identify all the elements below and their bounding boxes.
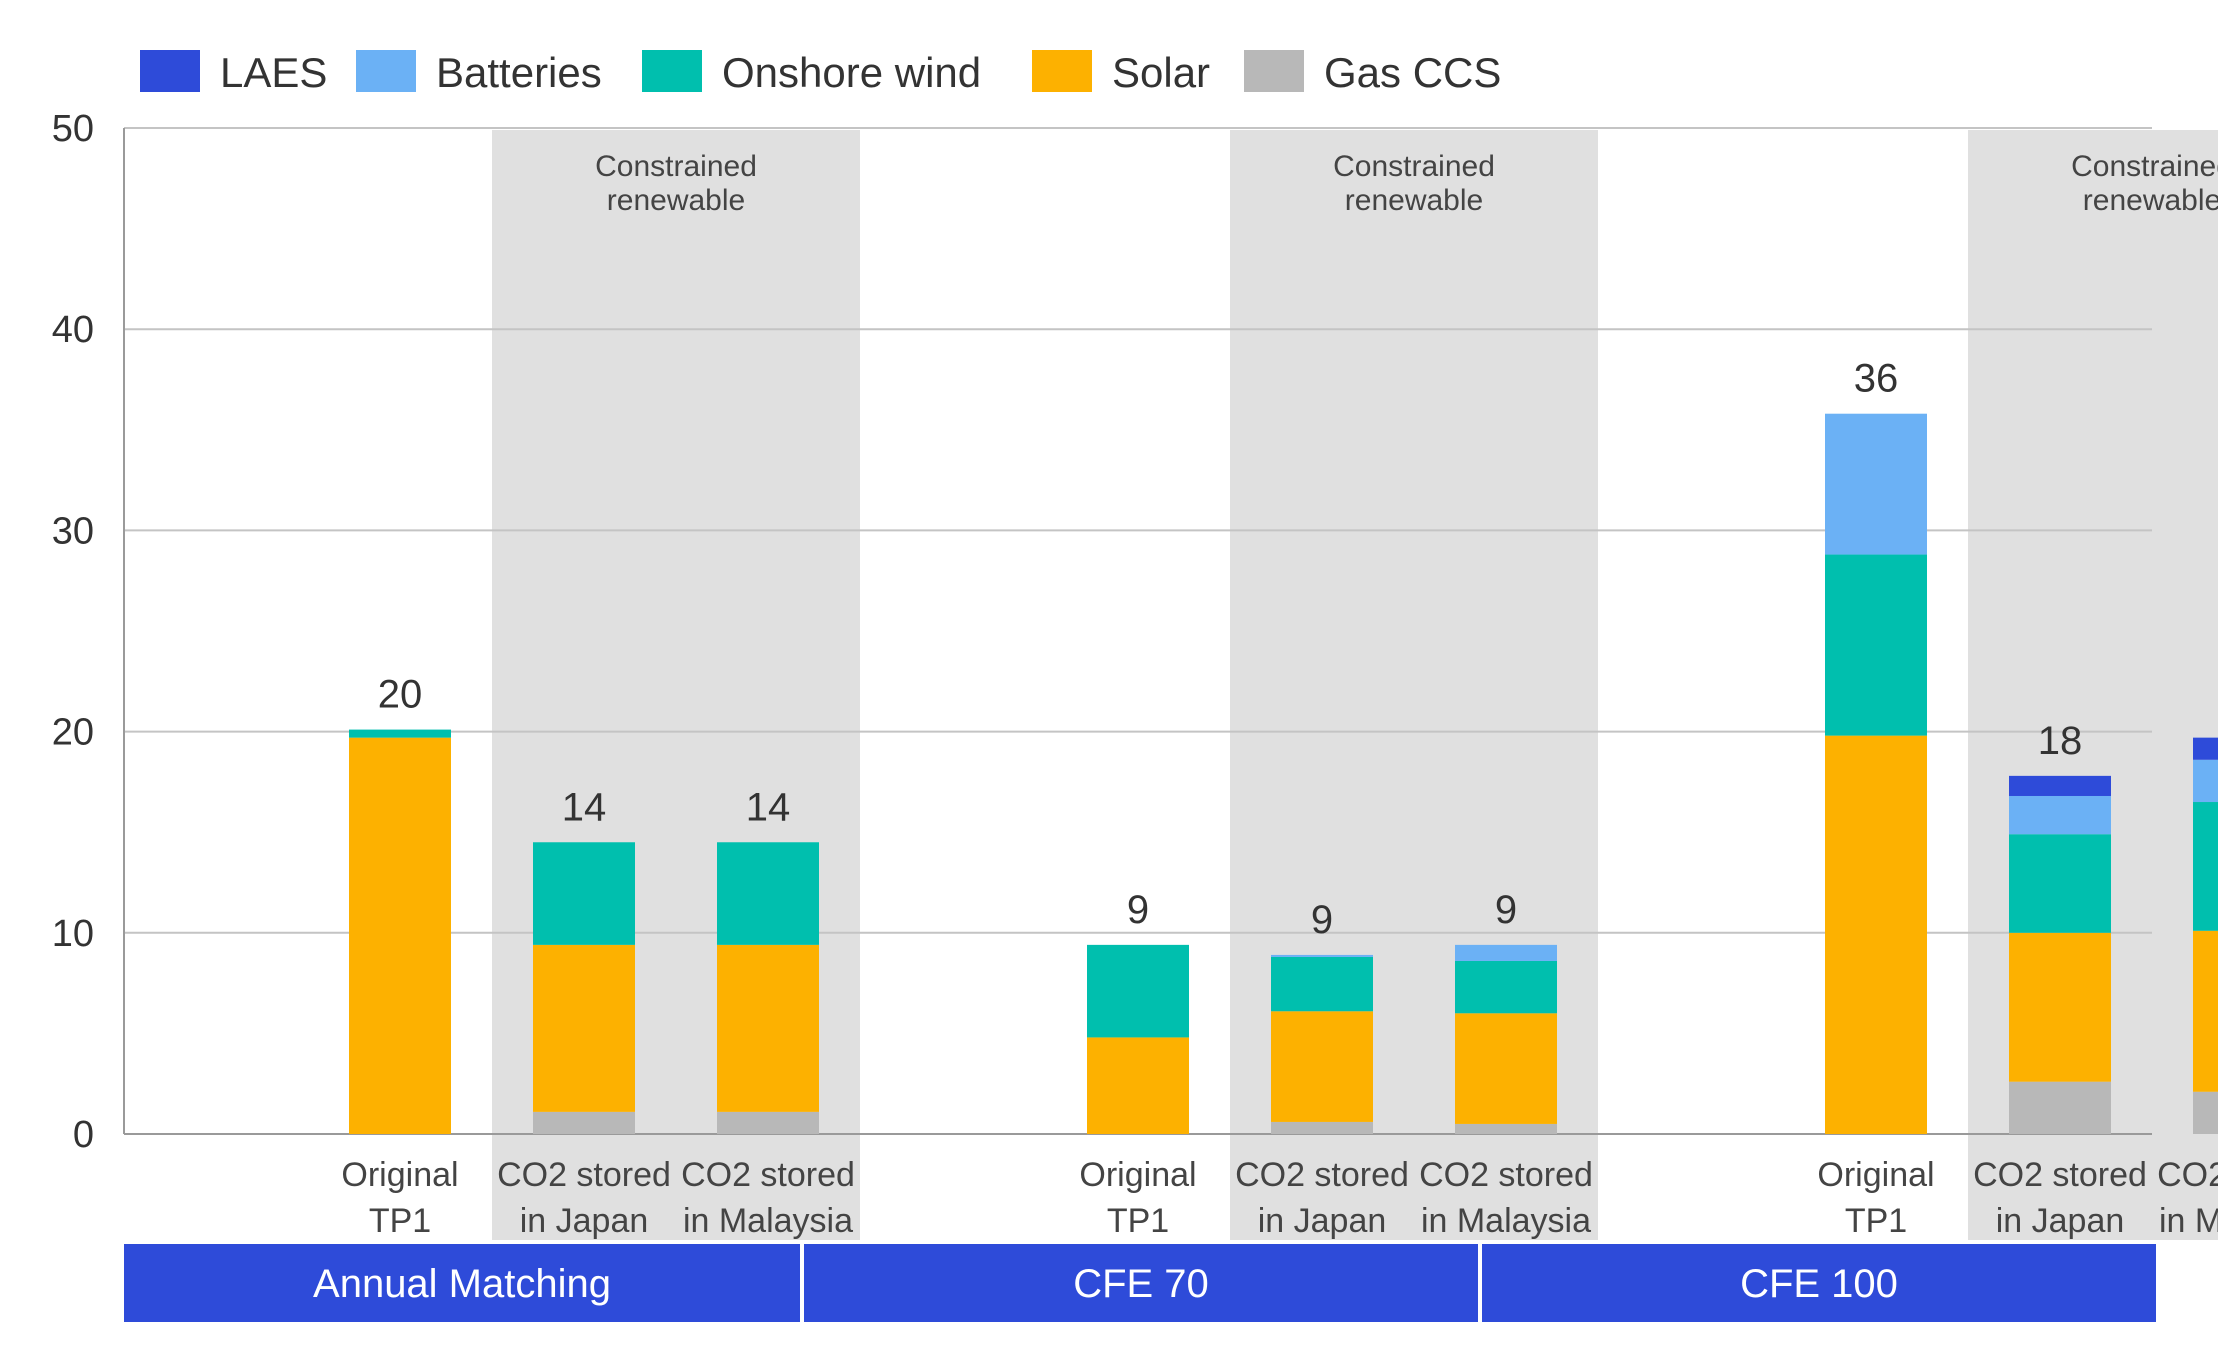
y-tick-label-40: 40 [52, 309, 94, 351]
category-label-line1-g1-b1: CO2 stored [1235, 1156, 1409, 1194]
bar-segment-solar-g0-b2 [717, 944, 819, 1112]
y-tick-label-50: 50 [52, 108, 94, 150]
bar-total-label-g2-b0: 36 [1854, 357, 1899, 401]
y-tick-label-30: 30 [52, 510, 94, 552]
group-bar-0 [124, 1244, 800, 1322]
shaded-label-line2-1: renewable [1345, 184, 1483, 217]
bar-total-label-g0-b0: 20 [378, 673, 423, 717]
category-label-line2-g0-b2: in Malaysia [683, 1202, 853, 1240]
bar-segment-gas-ccs-g1-b2 [1455, 1123, 1557, 1134]
bar-segment-onshore-wind-g2-b2 [2193, 802, 2218, 931]
category-label-line2-g1-b2: in Malaysia [1421, 1202, 1591, 1240]
bar-segment-laes-g2-b2 [2193, 737, 2218, 760]
category-label-line1-g2-b0: Original [1817, 1156, 1934, 1194]
legend-label-batteries: Batteries [436, 49, 602, 96]
shaded-label-line2-0: renewable [607, 184, 745, 217]
category-label-line2-g0-b0: TP1 [369, 1202, 431, 1240]
legend-label-laes: LAES [220, 49, 327, 96]
legend-label-solar: Solar [1112, 49, 1210, 96]
y-tick-label-10: 10 [52, 913, 94, 955]
category-label-line2-g1-b1: in Japan [1258, 1202, 1387, 1240]
bar-segment-solar-g2-b1 [2009, 932, 2111, 1082]
shaded-label-line1-1: Constrained [1333, 150, 1495, 183]
bar-segment-onshore-wind-g2-b0 [1825, 554, 1927, 736]
bar-total-label-g0-b2: 14 [746, 785, 791, 829]
category-label-line2-g2-b2: in Malaysia [2159, 1202, 2218, 1240]
bar-segment-solar-g1-b0 [1087, 1037, 1189, 1134]
bar-total-label-g1-b1: 9 [1311, 898, 1333, 942]
bar-segment-solar-g2-b2 [2193, 930, 2218, 1092]
bar-segment-batteries-g1-b1 [1271, 954, 1373, 957]
bar-segment-gas-ccs-g0-b1 [533, 1111, 635, 1134]
bar-segment-onshore-wind-g0-b2 [717, 842, 819, 945]
category-label-line1-g0-b0: Original [341, 1156, 458, 1194]
bar-segment-batteries-g2-b1 [2009, 795, 2111, 835]
bar-segment-onshore-wind-g2-b1 [2009, 834, 2111, 933]
bar-segment-solar-g0-b1 [533, 944, 635, 1112]
legend-label-gas-ccs: Gas CCS [1324, 49, 1501, 96]
category-label-line1-g2-b1: CO2 stored [1973, 1156, 2147, 1194]
shaded-label-line1-0: Constrained [595, 150, 757, 183]
shaded-label-line2-2: renewable [2083, 184, 2218, 217]
shaded-label-line1-2: Constrained [2071, 150, 2218, 183]
bar-total-label-g0-b1: 14 [562, 785, 607, 829]
bar-segment-onshore-wind-g0-b1 [533, 842, 635, 945]
bar-total-label-g1-b0: 9 [1127, 888, 1149, 932]
bar-segment-onshore-wind-g0-b0 [349, 729, 451, 738]
legend-swatch-gas-ccs [1244, 50, 1304, 92]
category-label-line2-g2-b0: TP1 [1845, 1202, 1907, 1240]
category-label-line1-g1-b0: Original [1079, 1156, 1196, 1194]
bar-segment-solar-g1-b1 [1271, 1011, 1373, 1122]
bar-segment-solar-g0-b0 [349, 737, 451, 1134]
bar-total-label-g2-b1: 18 [2038, 719, 2083, 763]
group-label-2: CFE 100 [1740, 1262, 1898, 1306]
bar-segment-gas-ccs-g1-b1 [1271, 1121, 1373, 1134]
bar-segment-batteries-g2-b2 [2193, 759, 2218, 803]
y-tick-label-0: 0 [73, 1114, 94, 1156]
bar-segment-gas-ccs-g0-b2 [717, 1111, 819, 1134]
bar-segment-laes-g2-b1 [2009, 775, 2111, 796]
category-label-line2-g2-b1: in Japan [1996, 1202, 2125, 1240]
bar-segment-onshore-wind-g1-b0 [1087, 944, 1189, 1038]
bar-segment-onshore-wind-g1-b2 [1455, 960, 1557, 1014]
category-label-line1-g2-b2: CO2 stored [2157, 1156, 2218, 1194]
bar-segment-gas-ccs-g2-b2 [2193, 1091, 2218, 1134]
legend-swatch-onshore-wind [642, 50, 702, 92]
category-label-line1-g0-b1: CO2 stored [497, 1156, 671, 1194]
category-label-line2-g0-b1: in Japan [520, 1202, 649, 1240]
bar-total-label-g1-b2: 9 [1495, 888, 1517, 932]
group-label-0: Annual Matching [313, 1262, 611, 1306]
legend-swatch-laes [140, 50, 200, 92]
bar-segment-batteries-g1-b2 [1455, 944, 1557, 961]
bar-segment-solar-g2-b0 [1825, 735, 1927, 1134]
legend-swatch-batteries [356, 50, 416, 92]
bar-segment-solar-g1-b2 [1455, 1013, 1557, 1124]
category-label-line2-g1-b0: TP1 [1107, 1202, 1169, 1240]
bar-segment-gas-ccs-g2-b1 [2009, 1081, 2111, 1134]
group-bar-2 [1482, 1244, 2156, 1322]
bar-segment-batteries-g2-b0 [1825, 413, 1927, 555]
group-label-1: CFE 70 [1073, 1262, 1209, 1306]
group-bar-1 [804, 1244, 1478, 1322]
legend-swatch-solar [1032, 50, 1092, 92]
legend-label-onshore-wind: Onshore wind [722, 49, 981, 96]
category-label-line1-g0-b2: CO2 stored [681, 1156, 855, 1194]
bar-segment-onshore-wind-g1-b1 [1271, 956, 1373, 1012]
category-label-line1-g1-b2: CO2 stored [1419, 1156, 1593, 1194]
y-tick-label-20: 20 [52, 712, 94, 754]
